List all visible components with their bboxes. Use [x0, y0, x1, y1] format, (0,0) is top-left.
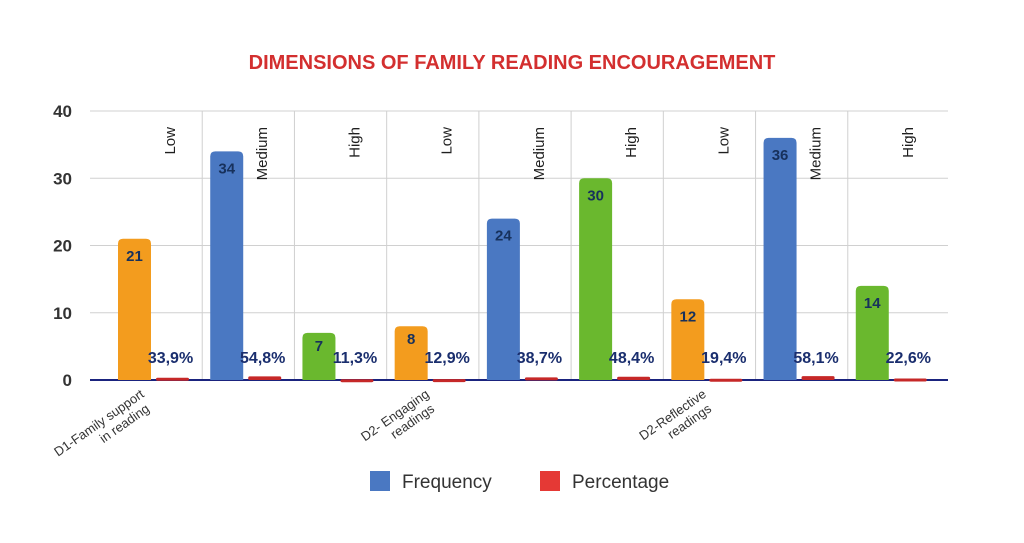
category-label: Medium	[808, 127, 825, 180]
category-label: Low	[715, 127, 732, 155]
percentage-bar	[709, 378, 743, 382]
percentage-data-label: 19,4%	[701, 350, 746, 367]
frequency-bar	[855, 285, 889, 380]
frequency-data-label: 12	[679, 308, 696, 325]
frequency-data-label: 8	[407, 331, 415, 348]
y-tick-label: 40	[53, 102, 72, 121]
legend-swatch-percentage	[540, 471, 560, 491]
percentage-bar	[617, 376, 651, 380]
category-label: Low	[439, 127, 456, 155]
category-label: Medium	[531, 127, 548, 180]
percentage-bar	[432, 379, 466, 383]
frequency-data-label: 14	[864, 295, 881, 312]
frequency-data-label: 34	[218, 160, 235, 177]
frequency-bar	[579, 178, 613, 380]
percentage-data-label: 48,4%	[609, 350, 654, 367]
percentage-data-label: 38,7%	[517, 350, 562, 367]
frequency-data-label: 30	[587, 187, 604, 204]
legend-swatch-frequency	[370, 471, 390, 491]
percentage-data-label: 58,1%	[793, 350, 838, 367]
percentage-bar	[340, 379, 374, 383]
bars	[118, 137, 927, 383]
frequency-bar	[394, 326, 428, 380]
y-tick-label: 10	[53, 304, 72, 323]
percentage-bar	[801, 376, 835, 380]
legend[interactable]: Frequency Percentage	[370, 471, 669, 493]
percentage-data-label: 22,6%	[886, 350, 931, 367]
frequency-bar	[302, 332, 336, 380]
grid: 0 10 20 30 40	[53, 102, 948, 390]
frequency-data-label: 24	[495, 228, 512, 245]
category-label: High	[346, 127, 363, 158]
frequency-data-label: 7	[315, 338, 323, 355]
frequency-bar	[118, 238, 151, 380]
legend-label-frequency: Frequency	[402, 472, 492, 493]
frequency-data-label: 21	[126, 248, 143, 265]
legend-label-percentage: Percentage	[572, 472, 669, 493]
y-tick-label: 0	[63, 371, 72, 390]
frequency-bar	[763, 137, 797, 380]
percentage-bar	[524, 377, 558, 381]
percentage-bar	[893, 378, 927, 382]
chart-title: DIMENSIONS OF FAMILY READING ENCOURAGEME…	[249, 52, 776, 74]
category-label: High	[623, 127, 640, 158]
percentage-bar	[248, 376, 282, 380]
percentage-data-label: 11,3%	[333, 350, 377, 367]
y-tick-label: 20	[53, 237, 72, 256]
y-tick-label: 30	[53, 169, 72, 188]
percentage-data-label: 12,9%	[424, 350, 469, 367]
legend-item-frequency[interactable]: Frequency	[370, 471, 492, 493]
percentage-data-label: 54,8%	[240, 350, 285, 367]
frequency-bar	[210, 151, 244, 380]
percentage-data-label: 33,9%	[148, 350, 193, 367]
category-label: Low	[162, 127, 179, 155]
percentage-bar	[156, 377, 189, 381]
category-label: Medium	[254, 127, 271, 180]
legend-item-percentage[interactable]: Percentage	[540, 471, 669, 493]
frequency-data-label: 36	[772, 147, 789, 164]
frequency-bar	[486, 218, 520, 380]
frequency-bar	[671, 299, 705, 380]
category-label: High	[900, 127, 917, 158]
